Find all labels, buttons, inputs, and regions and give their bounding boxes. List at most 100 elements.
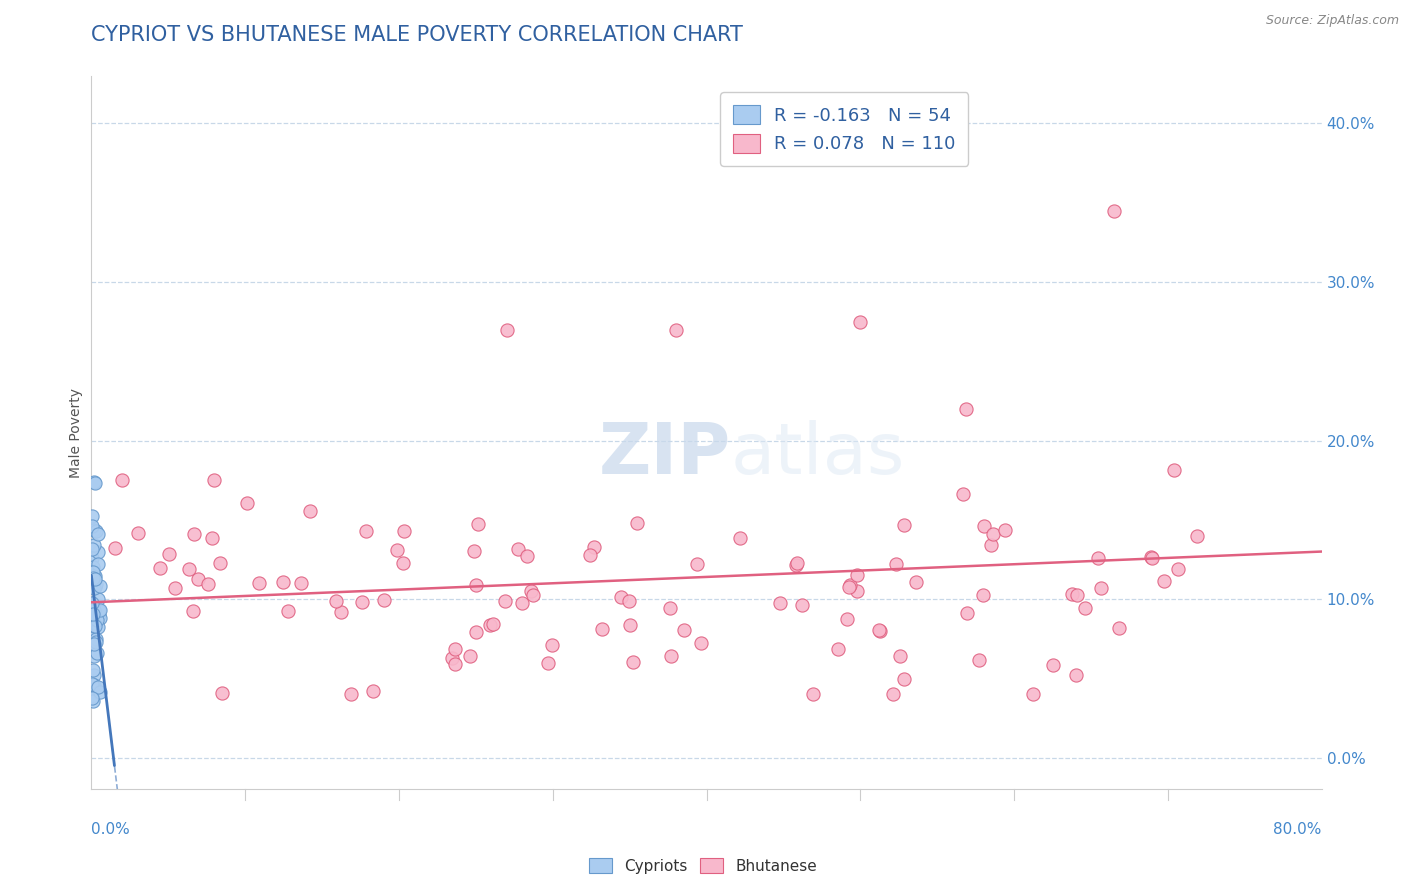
Text: Source: ZipAtlas.com: Source: ZipAtlas.com: [1265, 13, 1399, 27]
Point: [905, 575, 928, 590]
Point: [591, 622, 613, 636]
Point: [111, 473, 134, 487]
Point: [325, 593, 347, 607]
Point: [89, 603, 111, 617]
Point: [84, 568, 107, 582]
Point: [354, 524, 377, 539]
Point: [187, 572, 209, 586]
Point: [82, 663, 104, 677]
Point: [330, 605, 353, 619]
Point: [685, 558, 707, 572]
Point: [82, 693, 104, 707]
Point: [350, 595, 373, 609]
Point: [1153, 574, 1175, 589]
Point: [87, 591, 110, 606]
Point: [80, 551, 103, 566]
Point: [83, 615, 105, 630]
Point: [460, 649, 482, 664]
Point: [290, 575, 312, 590]
Point: [967, 653, 990, 667]
Point: [83, 637, 105, 651]
Point: [1140, 549, 1163, 564]
Y-axis label: Male Poverty: Male Poverty: [69, 388, 83, 477]
Legend: Cypriots, Bhutanese: Cypriots, Bhutanese: [583, 852, 823, 880]
Point: [89, 611, 111, 625]
Point: [181, 604, 204, 618]
Point: [83, 572, 105, 586]
Point: [340, 687, 363, 701]
Point: [510, 596, 533, 610]
Point: [1102, 203, 1125, 218]
Point: [83, 648, 105, 663]
Point: [80, 565, 103, 579]
Text: atlas: atlas: [731, 419, 905, 489]
Point: [955, 401, 977, 416]
Point: [621, 655, 644, 669]
Point: [845, 584, 868, 599]
Point: [845, 568, 868, 582]
Point: [82, 560, 104, 574]
Point: [104, 541, 127, 556]
Point: [1060, 587, 1083, 601]
Point: [1167, 562, 1189, 576]
Point: [89, 603, 111, 617]
Point: [82, 607, 104, 622]
Point: [541, 638, 564, 652]
Point: [882, 687, 904, 701]
Point: [849, 315, 872, 329]
Point: [197, 577, 219, 591]
Point: [973, 519, 995, 533]
Point: [1163, 463, 1185, 477]
Point: [893, 672, 915, 686]
Point: [790, 598, 813, 612]
Point: [482, 616, 505, 631]
Point: [83, 610, 105, 624]
Point: [1022, 687, 1045, 701]
Point: [82, 571, 104, 585]
Point: [271, 575, 294, 590]
Point: [148, 560, 170, 574]
Point: [839, 577, 862, 591]
Point: [82, 691, 104, 706]
Point: [522, 589, 544, 603]
Point: [82, 568, 104, 582]
Point: [87, 620, 110, 634]
Point: [80, 518, 103, 533]
Text: 80.0%: 80.0%: [1274, 822, 1322, 837]
Point: [827, 642, 849, 657]
Point: [690, 636, 713, 650]
Point: [665, 322, 688, 336]
Point: [981, 527, 1004, 541]
Point: [617, 594, 640, 608]
Point: [82, 541, 104, 556]
Point: [1087, 551, 1109, 566]
Text: 0.0%: 0.0%: [91, 822, 131, 837]
Point: [537, 656, 560, 670]
Point: [952, 487, 974, 501]
Point: [769, 596, 792, 610]
Point: [82, 607, 104, 621]
Point: [86, 646, 108, 660]
Point: [658, 601, 681, 615]
Point: [82, 509, 104, 524]
Point: [869, 624, 891, 639]
Point: [1187, 529, 1209, 543]
Point: [494, 593, 516, 607]
Point: [1064, 667, 1087, 681]
Point: [463, 544, 485, 558]
Point: [659, 648, 682, 663]
Point: [361, 683, 384, 698]
Point: [177, 562, 200, 576]
Point: [1074, 601, 1097, 615]
Text: ZIP: ZIP: [599, 419, 731, 489]
Point: [80, 596, 103, 610]
Point: [83, 475, 105, 490]
Point: [801, 687, 824, 701]
Point: [87, 526, 110, 541]
Point: [165, 582, 187, 596]
Point: [579, 549, 602, 563]
Point: [80, 676, 103, 690]
Point: [391, 556, 413, 570]
Point: [392, 524, 415, 538]
Point: [673, 623, 696, 637]
